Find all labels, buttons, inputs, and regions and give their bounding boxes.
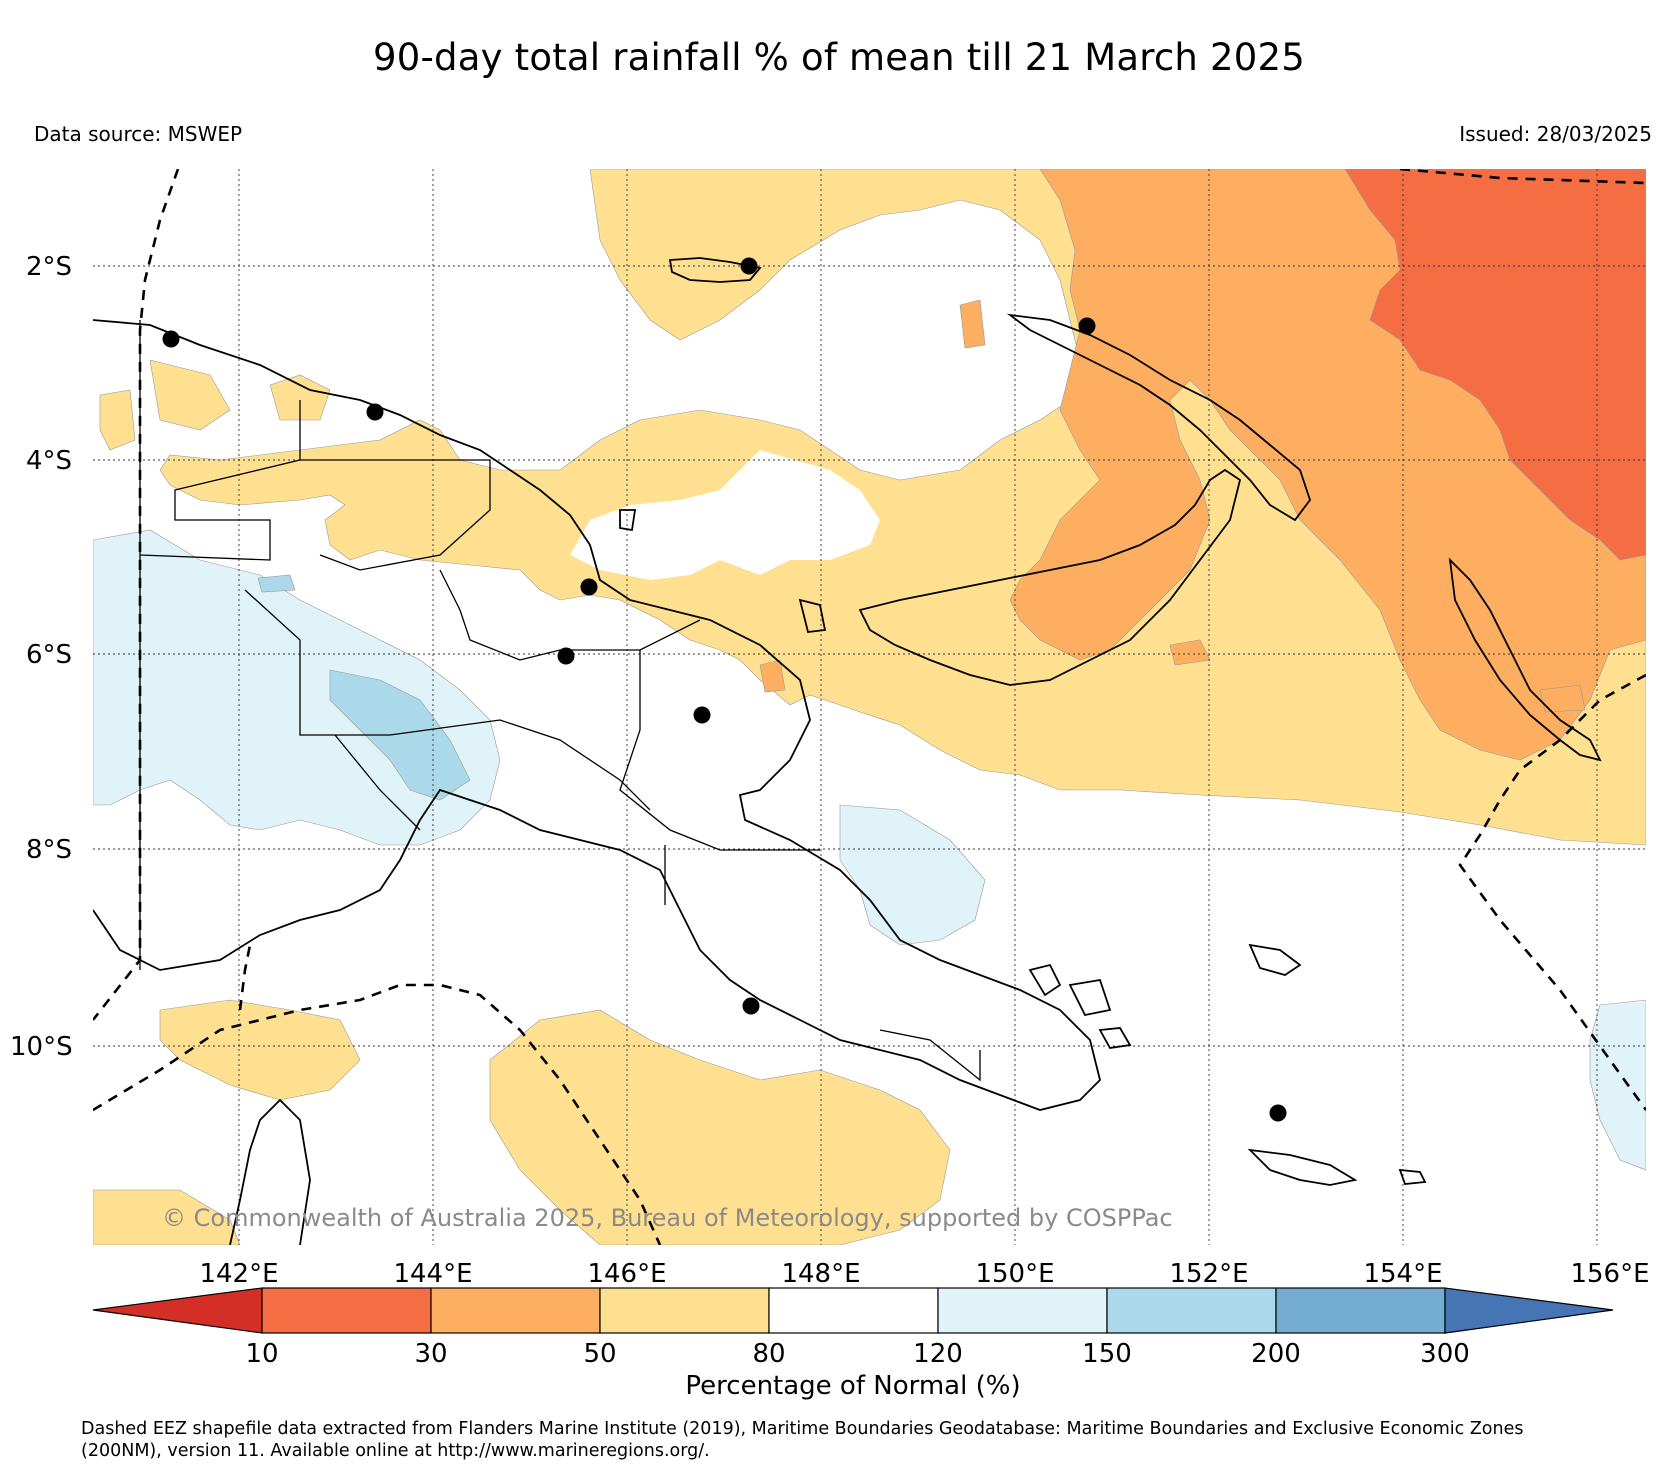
station-marker: [162, 330, 180, 348]
footnote-line: Dashed EEZ shapefile data extracted from…: [81, 1419, 1524, 1439]
lon-label: 154°E: [1363, 1259, 1442, 1289]
colorbar: [92, 1287, 1614, 1334]
station-marker: [1269, 1104, 1287, 1122]
graticule: [93, 169, 1646, 1245]
lat-label: 6°S: [26, 640, 72, 670]
new-ireland-coastline: [1006, 313, 1312, 522]
station-marker: [693, 706, 711, 724]
colorbar-tick: 10: [245, 1339, 278, 1369]
lon-label: 144°E: [393, 1259, 472, 1289]
louisiade-coastline: [1247, 1148, 1427, 1186]
colorbar-swatch: [937, 1287, 1108, 1334]
map-title: 90-day total rainfall % of mean till 21 …: [373, 36, 1305, 79]
umboi-coastline: [798, 598, 827, 633]
lat-label: 10°S: [10, 1032, 73, 1062]
colorbar-tick: 50: [583, 1339, 616, 1369]
woodlark-coastline: [1248, 943, 1302, 976]
colorbar-swatch: [1106, 1287, 1277, 1334]
lon-label: 152°E: [1169, 1259, 1248, 1289]
colorbar-tick: 30: [414, 1339, 447, 1369]
lon-label: 142°E: [199, 1259, 278, 1289]
lon-label: 148°E: [781, 1259, 860, 1289]
lon-label: 150°E: [975, 1259, 1054, 1289]
manus-coastline: [668, 257, 762, 283]
footnote-line: (200NM), version 11. Available online at…: [81, 1441, 710, 1461]
lat-label: 4°S: [26, 446, 72, 476]
colorbar-extend-low: [92, 1287, 263, 1334]
rainfall-zone-normal-corridor: [570, 450, 880, 580]
rainfall-zone-120-150-se: [1589, 999, 1646, 1171]
footnote: Dashed EEZ shapefile data extracted from…: [81, 1418, 1524, 1462]
copyright-watermark: © Commonwealth of Australia 2025, Bureau…: [162, 1204, 1173, 1232]
lat-label: 2°S: [26, 252, 72, 282]
new-britain-coastline: [858, 468, 1242, 686]
station-marker: [740, 257, 758, 275]
lon-label: 146°E: [587, 1259, 666, 1289]
rainfall-zone-50-80-torres: [159, 999, 361, 1101]
lon-label: 156°E: [1570, 1259, 1649, 1289]
eez-boundaries: [93, 169, 1646, 1245]
colorbar-tick: 120: [913, 1339, 963, 1369]
colorbar-swatch: [768, 1287, 939, 1334]
bougainville-coastline: [1448, 557, 1602, 762]
station-marker: [580, 578, 598, 596]
rainfall-zone-50-80-south: [489, 1009, 951, 1245]
rainfall-zone-150-200-small: [257, 574, 296, 593]
station-marker: [366, 403, 384, 421]
colorbar-label: Percentage of Normal (%): [685, 1371, 1020, 1401]
karkar-coastline: [619, 509, 637, 532]
colorbar-swatch: [261, 1287, 432, 1334]
new-guinea-coastline: [93, 319, 1101, 1111]
colorbar-ticks: 10 30 50 80 120 150 200 300: [245, 1339, 1469, 1369]
colorbar-tick: 80: [752, 1339, 785, 1369]
rainfall-shading: [93, 169, 1646, 1245]
dentrecasteaux-coastline: [1028, 963, 1132, 1049]
coastlines: [93, 257, 1602, 1245]
station-marker: [557, 647, 575, 665]
colorbar-swatch: [1275, 1287, 1446, 1334]
latitude-labels: 2°S 4°S 6°S 8°S 10°S: [10, 252, 73, 1062]
rainfall-zone-150-200: [329, 669, 471, 801]
rainfall-zone-10-30: [1344, 169, 1646, 561]
data-source-label: Data source: MSWEP: [34, 122, 243, 146]
rainfall-zone-120-150-sea: [839, 804, 986, 946]
station-marker: [742, 997, 760, 1015]
issued-date-label: Issued: 28/03/2025: [1459, 122, 1652, 146]
colorbar-tick: 300: [1420, 1339, 1470, 1369]
cape-york-coastline: [229, 1098, 311, 1245]
stations: [162, 257, 1287, 1122]
rainfall-zone-50-80-sw: [93, 1189, 241, 1245]
lat-label: 8°S: [26, 835, 72, 865]
provincial-boundaries: [139, 320, 981, 1082]
colorbar-swatch: [430, 1287, 601, 1334]
longitude-labels: 142°E 144°E 146°E 148°E 150°E 152°E 154°…: [199, 1259, 1649, 1289]
colorbar-tick: 150: [1082, 1339, 1132, 1369]
rainfall-zone-30-50-patch: [759, 299, 1586, 713]
colorbar-swatch: [599, 1287, 770, 1334]
rainfall-zone-50-80-west-patches: [99, 359, 331, 451]
station-marker: [1078, 317, 1096, 335]
colorbar-tick: 200: [1251, 1339, 1301, 1369]
colorbar-extend-high: [1444, 1287, 1614, 1334]
